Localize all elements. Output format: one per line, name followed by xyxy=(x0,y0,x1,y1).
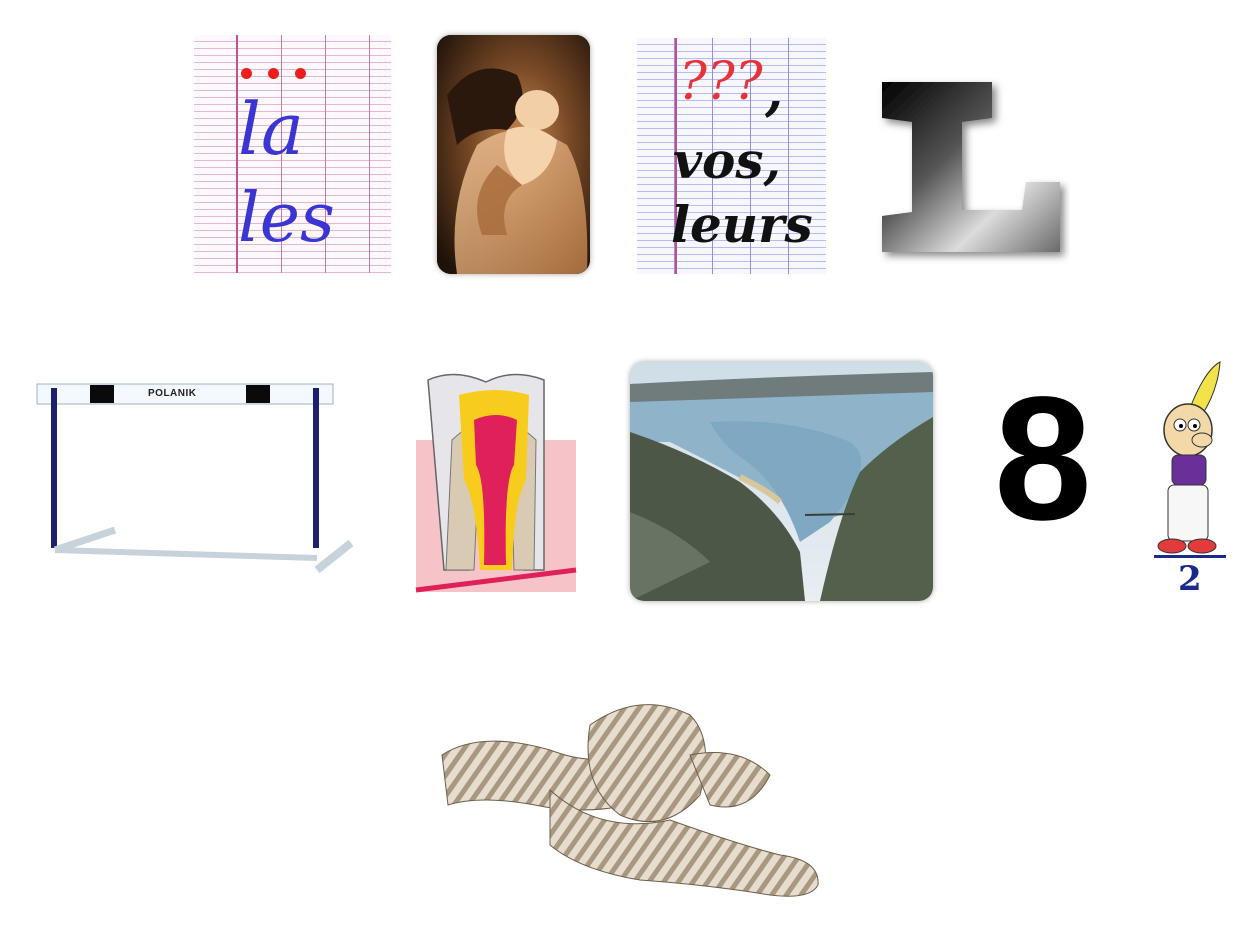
parent-baby-photo xyxy=(437,35,590,274)
hurdle-icon xyxy=(36,383,354,574)
big-letter-tile xyxy=(870,70,1070,270)
cartoon-character-icon xyxy=(1157,361,1221,554)
question-marks: ??? xyxy=(679,52,763,112)
red-dot xyxy=(268,68,279,79)
hurdle-tile: POLANIK xyxy=(35,380,355,585)
tooth-tile xyxy=(414,370,579,596)
tile-vos-leurs: ??? , vos, leurs xyxy=(637,38,826,274)
red-dot xyxy=(295,68,306,79)
word-les: les xyxy=(238,179,335,258)
rope-knot-tile xyxy=(440,695,825,915)
rope-knot-icon xyxy=(441,704,819,897)
word-vos: vos, xyxy=(673,131,781,190)
fraction-denominator: 2 xyxy=(1178,559,1202,599)
word-leurs: leurs xyxy=(671,195,813,254)
tooth-illustration-icon xyxy=(415,373,577,593)
fraction-bar xyxy=(1154,555,1226,558)
metallic-letter-icon xyxy=(882,82,1060,252)
number-tile: 8 xyxy=(990,385,1100,555)
red-dot xyxy=(241,68,252,79)
fraction-tile: 2 xyxy=(1150,360,1232,605)
number-eight: 8 xyxy=(994,385,1092,555)
lake-canyon-photo xyxy=(630,362,933,601)
lake-canyon-icon xyxy=(630,362,933,601)
tile-la-les: la les xyxy=(194,35,391,273)
comma: , xyxy=(765,61,784,122)
hurdle-brand: POLANIK xyxy=(148,388,197,399)
word-la: la xyxy=(238,87,304,171)
parent-baby-icon xyxy=(437,35,590,274)
